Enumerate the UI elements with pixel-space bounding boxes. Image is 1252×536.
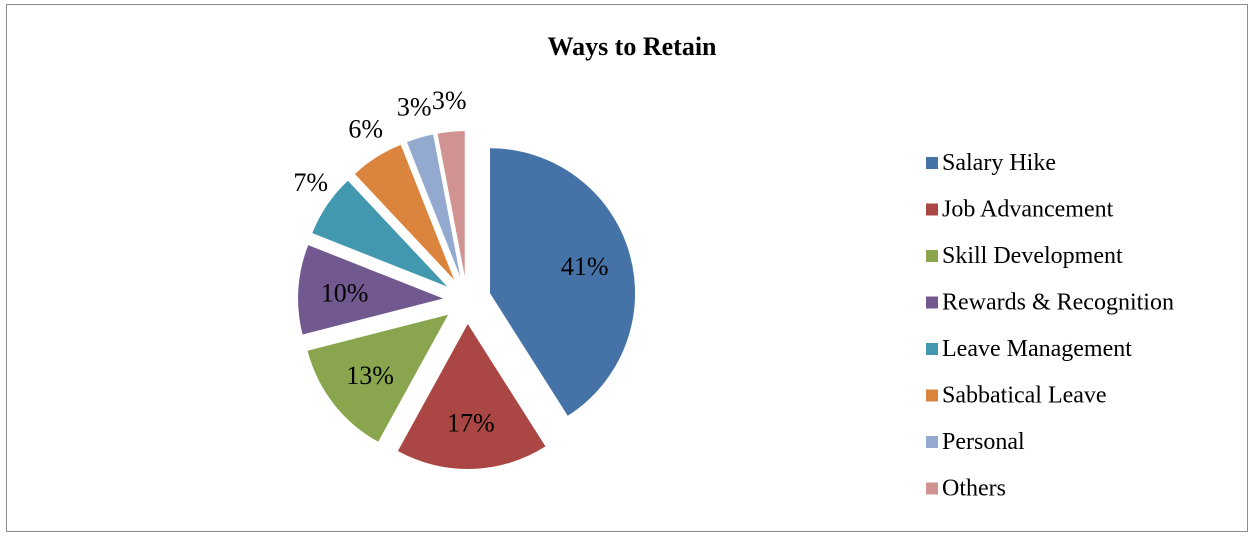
legend-swatch-personal [926, 436, 938, 448]
legend-label-leave-management: Leave Management [942, 336, 1132, 362]
pie-slice-sabbatical-leave [354, 144, 455, 280]
pie-slice-rewards-and-recognition [298, 245, 444, 335]
pie-slice-job-advancement [397, 323, 546, 469]
legend-label-skill-development: Skill Development [942, 243, 1123, 269]
legend-swatch-skill-development [926, 250, 938, 262]
slice-label-personal: 3% [397, 93, 432, 122]
chart-title: Ways to Retain [548, 32, 718, 61]
slice-label-job-advancement: 17% [447, 409, 495, 438]
slice-label-sabbatical-leave: 6% [348, 114, 383, 143]
legend-swatch-rewards-and-recognition [926, 296, 938, 309]
legend-swatch-job-advancement [926, 203, 938, 216]
slice-label-rewards-and-recognition: 10% [321, 278, 369, 307]
legend-swatch-salary-hike [926, 157, 938, 169]
legend-label-salary-hike: Salary Hike [942, 150, 1056, 176]
legend-label-job-advancement: Job Advancement [942, 197, 1114, 223]
legend-swatch-leave-management [926, 343, 938, 355]
legend-swatch-others [926, 482, 938, 495]
legend: Salary Hike Job Advancement Skill Developm… [926, 150, 1174, 502]
pie-slice-skill-development [307, 314, 449, 442]
pie-slice-salary-hike [490, 148, 636, 416]
pie-slices [298, 131, 636, 469]
legend-label-sabbatical-leave: Sabbatical Leave [942, 383, 1107, 409]
pie-slice-personal [406, 134, 461, 277]
slice-label-skill-development: 13% [346, 361, 394, 390]
slice-labels: 41% 17% 13% 10% 7% 6% 3% 3% [293, 86, 608, 438]
slice-label-others: 3% [432, 86, 467, 115]
pie-slice-leave-management [312, 180, 448, 287]
legend-label-personal: Personal [942, 429, 1025, 455]
slice-label-salary-hike: 41% [561, 252, 609, 281]
legend-label-rewards-and-recognition: Rewards & Recognition [942, 290, 1174, 316]
legend-label-others: Others [942, 476, 1006, 502]
slice-label-leave-management: 7% [293, 168, 328, 197]
pie-slice-others [437, 131, 465, 277]
legend-swatch-sabbatical-leave [926, 389, 938, 402]
